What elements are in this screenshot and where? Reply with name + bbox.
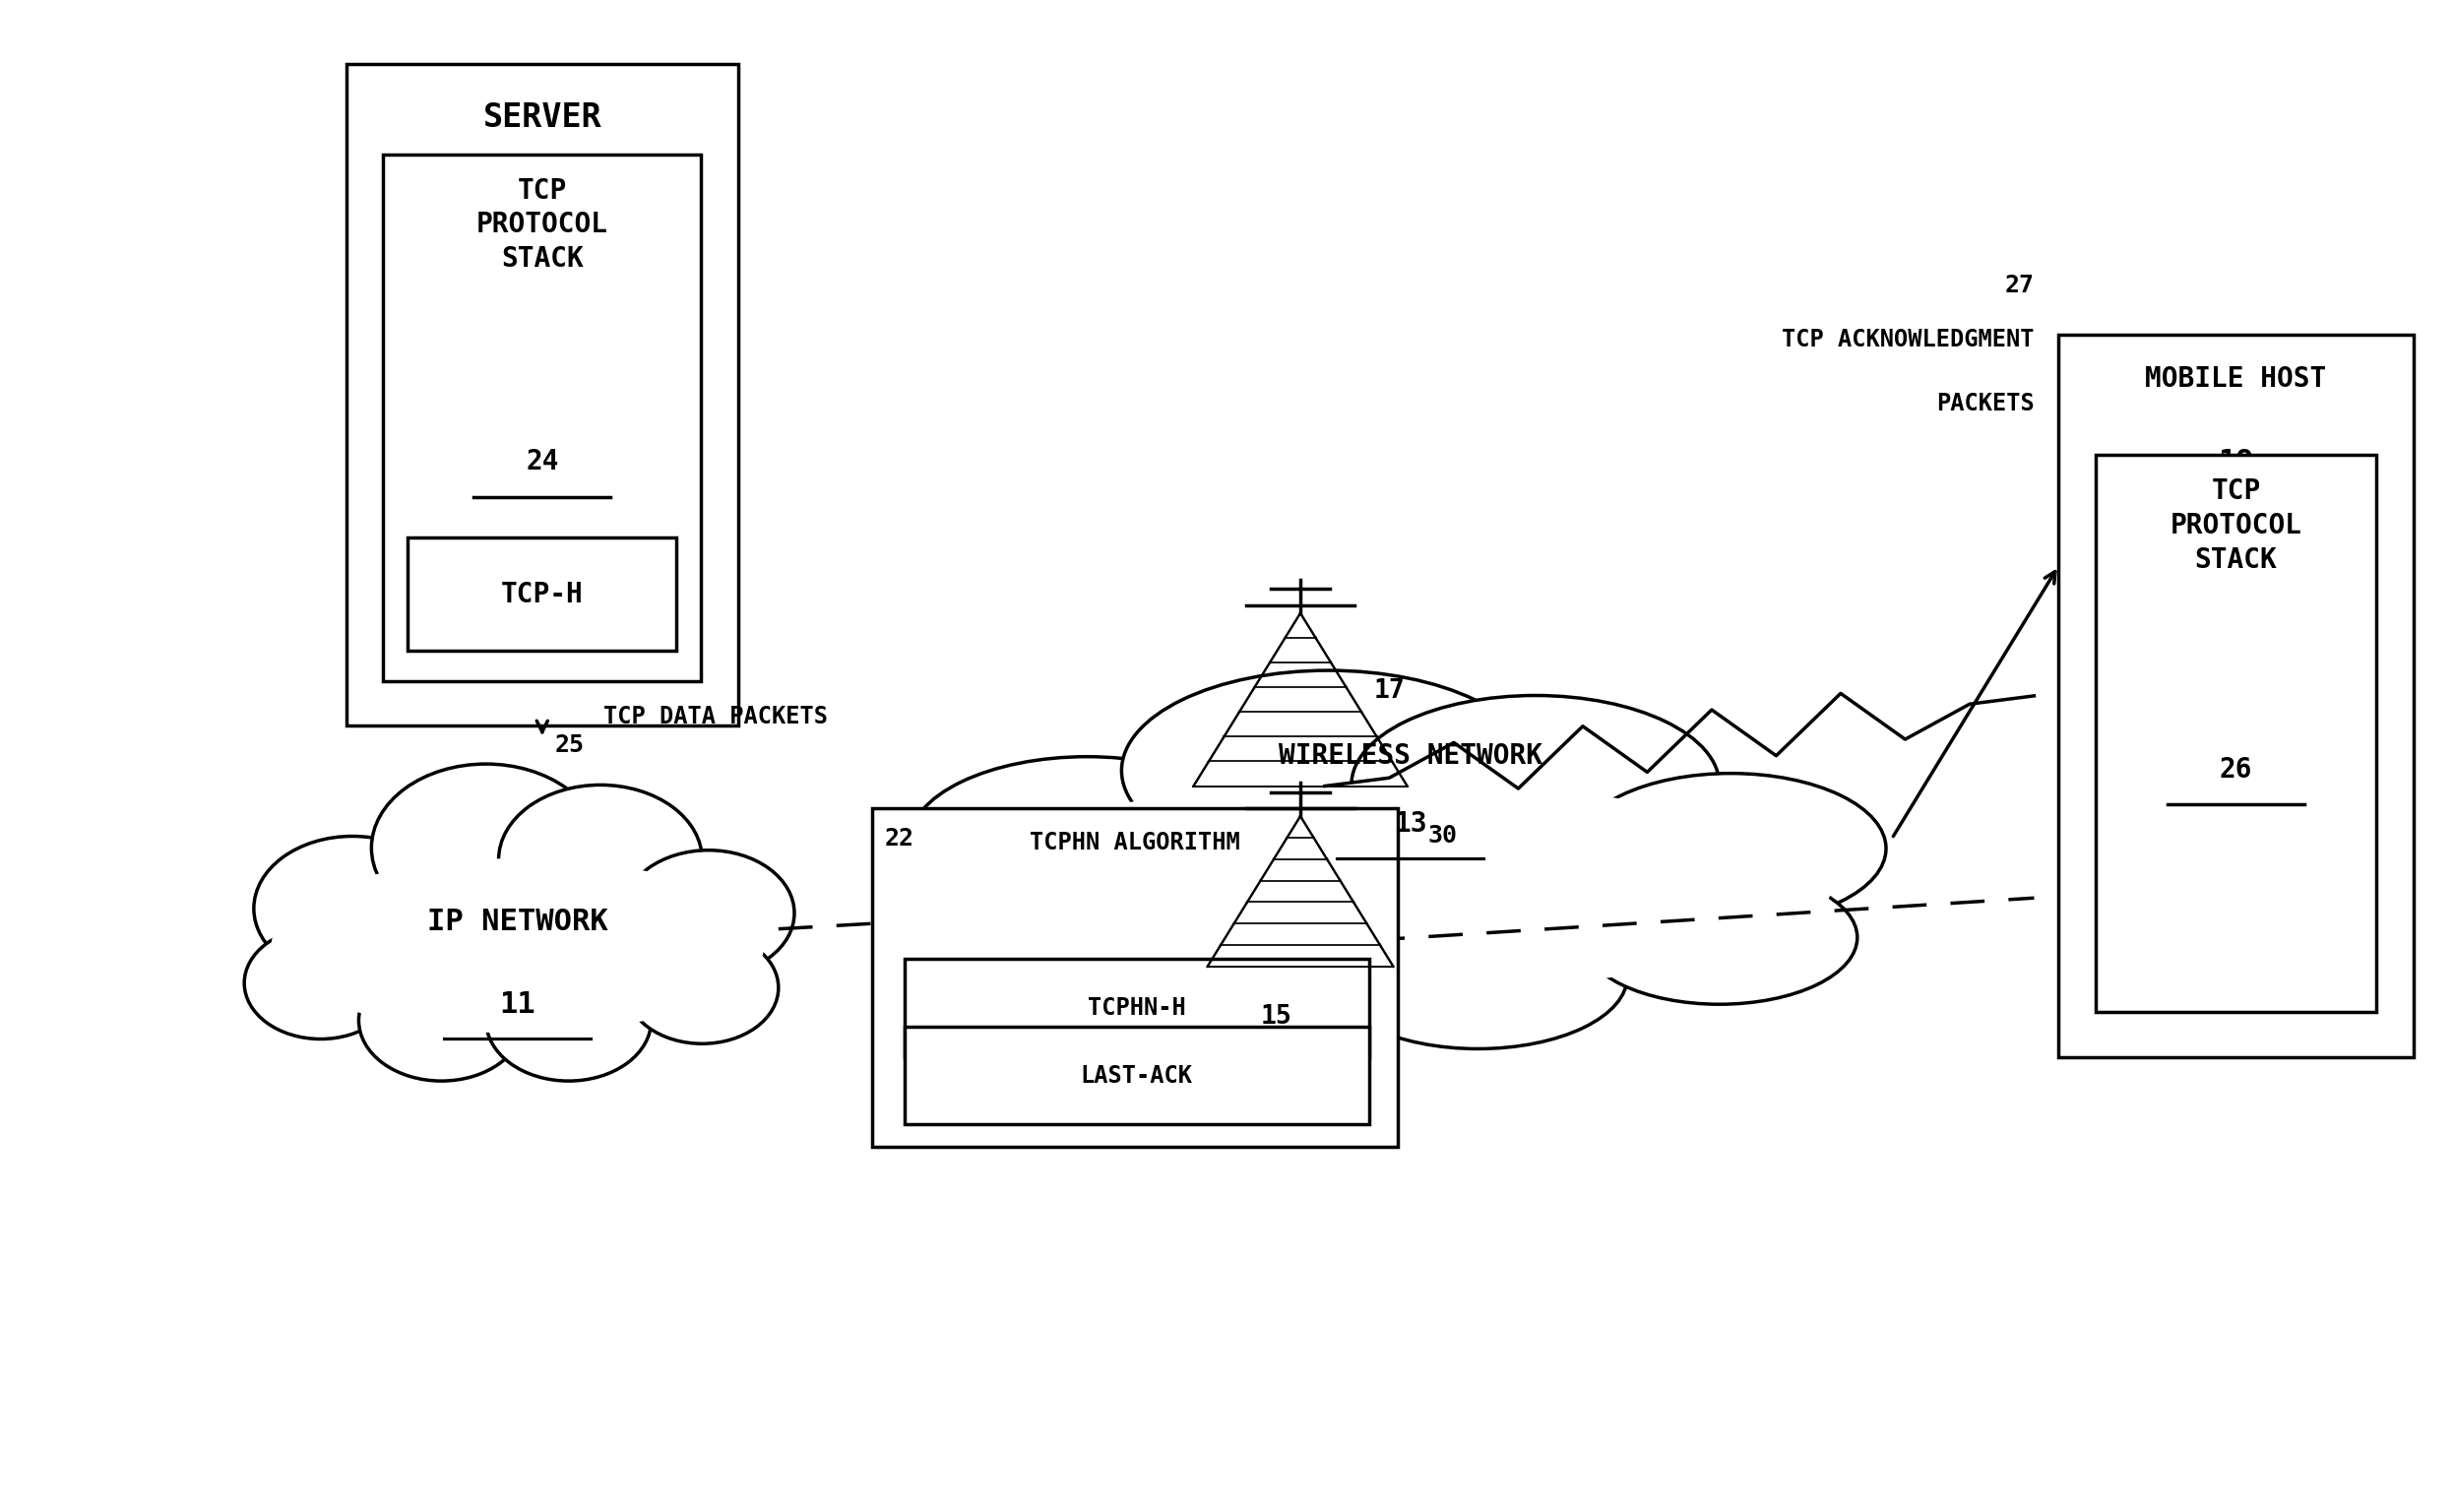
Text: IP NETWORK: IP NETWORK (427, 907, 609, 936)
Text: 24: 24 (525, 448, 560, 475)
Text: 21: 21 (523, 200, 562, 231)
Text: SERVER: SERVER (483, 101, 601, 135)
FancyBboxPatch shape (903, 1027, 1369, 1125)
Text: 13: 13 (1394, 810, 1426, 838)
Ellipse shape (1352, 696, 1720, 874)
Ellipse shape (626, 931, 778, 1043)
Ellipse shape (1099, 904, 1396, 1049)
Text: 19: 19 (2218, 448, 2253, 476)
Text: 22: 22 (883, 827, 915, 851)
Text: TCP-H: TCP-H (501, 581, 584, 608)
Text: TCPHN-H: TCPHN-H (1087, 996, 1185, 1019)
FancyBboxPatch shape (2059, 336, 2412, 1057)
Text: 26: 26 (2218, 756, 2253, 783)
Text: TCPHN ALGORITHM: TCPHN ALGORITHM (1031, 832, 1239, 854)
Ellipse shape (1575, 773, 1887, 924)
Text: 17: 17 (1374, 679, 1406, 703)
Text: TCP DATA PACKETS: TCP DATA PACKETS (604, 705, 827, 729)
Ellipse shape (1580, 871, 1858, 1004)
Text: TCP
PROTOCOL
STACK: TCP PROTOCOL STACK (476, 177, 609, 272)
Ellipse shape (358, 960, 525, 1081)
Text: 27: 27 (2005, 274, 2034, 298)
Text: 11: 11 (501, 990, 535, 1019)
Text: WIRELESS NETWORK: WIRELESS NETWORK (1279, 742, 1541, 770)
FancyBboxPatch shape (871, 809, 1399, 1148)
Ellipse shape (498, 785, 702, 934)
Ellipse shape (891, 865, 1168, 999)
Text: PACKETS: PACKETS (1936, 392, 2034, 416)
Text: LAST-ACK: LAST-ACK (1080, 1064, 1193, 1087)
Ellipse shape (1328, 904, 1627, 1049)
Text: TCP ACKNOWLEDGMENT: TCP ACKNOWLEDGMENT (1782, 328, 2034, 351)
Ellipse shape (908, 756, 1266, 930)
Ellipse shape (245, 927, 398, 1039)
Text: MOBILE HOST: MOBILE HOST (2145, 364, 2326, 393)
Text: 15: 15 (1261, 1004, 1291, 1030)
FancyBboxPatch shape (383, 154, 702, 680)
FancyBboxPatch shape (407, 538, 677, 650)
FancyBboxPatch shape (2096, 455, 2375, 1012)
Ellipse shape (272, 859, 763, 1033)
Ellipse shape (1121, 670, 1536, 871)
Ellipse shape (940, 783, 1831, 992)
Ellipse shape (623, 850, 795, 977)
Ellipse shape (486, 960, 650, 1081)
Text: TCP
PROTOCOL
STACK: TCP PROTOCOL STACK (2169, 478, 2302, 573)
Text: 30: 30 (1428, 824, 1458, 847)
FancyBboxPatch shape (346, 64, 739, 726)
Ellipse shape (253, 836, 452, 981)
Ellipse shape (371, 764, 601, 931)
FancyBboxPatch shape (903, 959, 1369, 1057)
Text: 25: 25 (555, 733, 584, 758)
